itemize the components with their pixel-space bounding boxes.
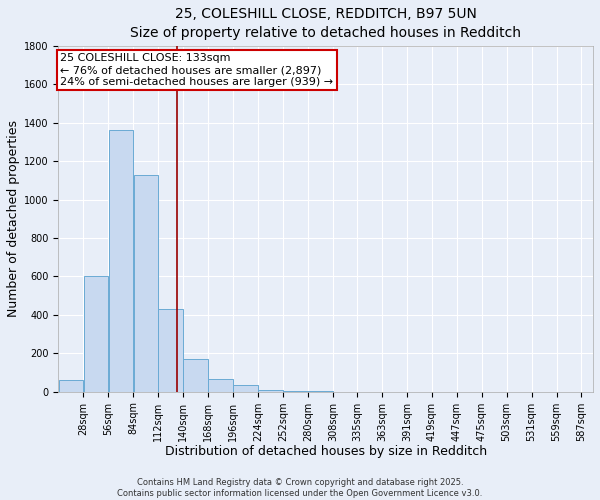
Bar <box>59 380 83 392</box>
Bar <box>184 359 208 392</box>
Title: 25, COLESHILL CLOSE, REDDITCH, B97 5UN
Size of property relative to detached hou: 25, COLESHILL CLOSE, REDDITCH, B97 5UN S… <box>130 7 521 40</box>
Bar <box>208 379 233 392</box>
Bar <box>258 390 283 392</box>
Text: 25 COLESHILL CLOSE: 133sqm
← 76% of detached houses are smaller (2,897)
24% of s: 25 COLESHILL CLOSE: 133sqm ← 76% of deta… <box>60 54 334 86</box>
Bar <box>109 130 133 392</box>
Bar <box>83 276 108 392</box>
X-axis label: Distribution of detached houses by size in Redditch: Distribution of detached houses by size … <box>164 445 487 458</box>
Bar <box>158 309 183 392</box>
Y-axis label: Number of detached properties: Number of detached properties <box>7 120 20 317</box>
Text: Contains HM Land Registry data © Crown copyright and database right 2025.
Contai: Contains HM Land Registry data © Crown c… <box>118 478 482 498</box>
Bar <box>233 385 258 392</box>
Bar <box>134 174 158 392</box>
